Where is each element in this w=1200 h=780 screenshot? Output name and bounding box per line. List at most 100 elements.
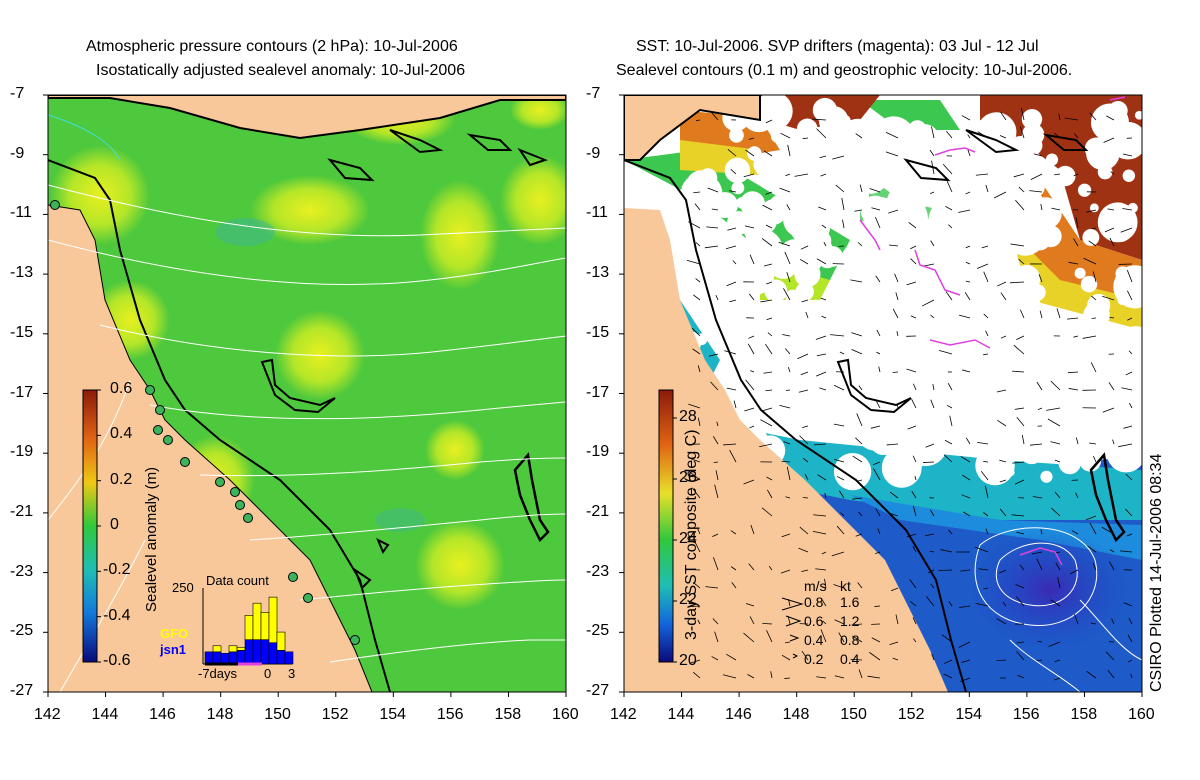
colorbar-tick-label: 24 <box>679 530 697 547</box>
velocity-legend-header-kt: kt <box>840 578 851 594</box>
x-tick-label: 154 <box>955 706 983 723</box>
colorbar-tick-label: 0.2 <box>110 470 133 488</box>
colorbar-tick-label: 0.4 <box>110 425 133 443</box>
x-tick-label: 142 <box>34 706 61 723</box>
x-tick-label: 156 <box>1012 706 1040 723</box>
right-title-line1: SST: 10-Jul-2006. SVP drifters (magenta)… <box>636 38 1039 55</box>
y-tick-label: -15 <box>10 323 34 341</box>
left-map <box>48 95 566 692</box>
jsn1-label: jsn1 <box>160 642 187 657</box>
right-colorbar <box>658 389 674 663</box>
right-title-line2: Sealevel contours (0.1 m) and geostrophi… <box>616 62 1073 79</box>
colorbar-tick-label: 20 <box>679 652 697 669</box>
x-tick-label: 150 <box>840 706 867 723</box>
jsn1-bar <box>268 642 278 665</box>
colorbar-tick-label: 0 <box>110 516 119 533</box>
gfo-label: GFO <box>160 626 189 641</box>
y-tick-label: -27 <box>586 682 610 699</box>
velocity-legend-ms: 0.6 <box>804 613 824 629</box>
left-title-line1: Atmospheric pressure contours (2 hPa): 1… <box>86 38 458 55</box>
velocity-legend-arrows <box>781 597 804 659</box>
velocity-legend-ms: 0.4 <box>804 632 824 648</box>
x-tick-label: 152 <box>321 706 349 723</box>
gfo-bar <box>252 602 262 640</box>
jsn1-bar <box>212 651 222 665</box>
jsn1-bar <box>204 651 214 665</box>
data-count-chart <box>202 588 294 666</box>
y-tick-label: -9 <box>10 144 25 162</box>
gfo-bar <box>260 612 270 640</box>
y-tick-label: -15 <box>586 323 610 341</box>
data-count-xlabel-right: 3 <box>288 666 296 681</box>
png-coast <box>48 95 566 140</box>
y-tick-label: -9 <box>586 144 601 162</box>
jsn1-bar <box>228 651 238 665</box>
x-tick-label: 160 <box>552 706 579 723</box>
y-tick-label: -17 <box>10 383 34 401</box>
gfo-bar <box>212 645 222 653</box>
y-tick-label: -19 <box>586 443 610 461</box>
tide-gauge-markers <box>50 200 360 645</box>
x-tick-label: 158 <box>1070 706 1098 723</box>
left-title-line2: Isostatically adjusted sealevel anomaly:… <box>96 62 466 79</box>
colorbar-tick-label: -0.6 <box>103 652 131 669</box>
data-count-ymax: 250 <box>172 580 194 595</box>
x-tick-label: 146 <box>149 706 176 723</box>
x-tick-label: 154 <box>379 706 407 723</box>
jsn1-bar <box>284 651 294 665</box>
x-tick-label: 146 <box>725 706 752 723</box>
velocity-legend-header-ms: m/s <box>804 578 827 594</box>
data-count-xlabel-left: -7days <box>198 666 238 681</box>
right-colorbar-label: 3-day SST composite (deg C) <box>683 429 700 640</box>
gfo-bar <box>228 645 238 653</box>
jsn1-bar <box>252 639 262 665</box>
y-tick-label: -17 <box>586 383 610 401</box>
colorbar-tick-label: -0.4 <box>103 606 131 624</box>
right-map <box>624 95 1142 692</box>
colorbar-tick-label: -0.2 <box>103 561 131 579</box>
jsn1-bar <box>244 639 254 665</box>
y-tick-label: -25 <box>586 622 610 640</box>
velocity-legend-ms: 0.2 <box>804 651 824 667</box>
colorbar-tick-label: 28 <box>679 408 697 425</box>
jsn1-bar <box>236 650 246 665</box>
y-tick-label: -25 <box>10 622 34 640</box>
jsn1-bar <box>276 650 286 665</box>
y-tick-label: -13 <box>586 264 610 282</box>
colorbar-tick-label: 0.6 <box>110 380 133 397</box>
x-tick-label: 152 <box>897 706 925 723</box>
colorbar-tick-label: 26 <box>679 469 697 486</box>
x-tick-label: 158 <box>494 706 522 723</box>
australia-land-right <box>624 208 948 692</box>
x-tick-label: 142 <box>610 706 637 723</box>
left-colorbar-label: Sealevel anomaly (m) <box>143 466 160 612</box>
x-tick-label: 156 <box>436 706 464 723</box>
x-tick-label: 160 <box>1128 706 1155 723</box>
credit-text: CSIRO Plotted 14-Jul-2006 08:34 <box>1148 453 1165 692</box>
velocity-legend-kt: 1.6 <box>840 594 860 610</box>
svp-drifter-tracks <box>859 96 1126 566</box>
y-tick-label: -23 <box>586 562 610 580</box>
y-tick-label: -21 <box>10 502 34 520</box>
jsn1-bar <box>220 653 230 665</box>
y-tick-label: -7 <box>10 85 25 102</box>
jsn1-bar <box>260 639 270 665</box>
x-tick-label: 144 <box>91 706 119 723</box>
x-tick-label: 148 <box>782 706 810 723</box>
x-tick-label: 150 <box>264 706 291 723</box>
velocity-legend-kt: 1.2 <box>840 613 860 629</box>
y-tick-label: -11 <box>586 204 608 222</box>
y-tick-label: -7 <box>586 85 601 102</box>
x-tick-label: 148 <box>206 706 234 723</box>
velocity-legend-kt: 0.4 <box>840 651 860 667</box>
velocity-legend-ms: 0.8 <box>804 594 824 610</box>
colorbar-tick-label: 22 <box>679 591 697 608</box>
y-tick-label: -13 <box>10 264 34 282</box>
left-colorbar <box>82 389 98 663</box>
gfo-bar <box>276 631 286 651</box>
y-tick-label: -21 <box>586 502 610 520</box>
y-tick-label: -19 <box>10 443 34 461</box>
data-count-title: Data count <box>206 573 269 588</box>
gfo-bar <box>268 596 278 644</box>
